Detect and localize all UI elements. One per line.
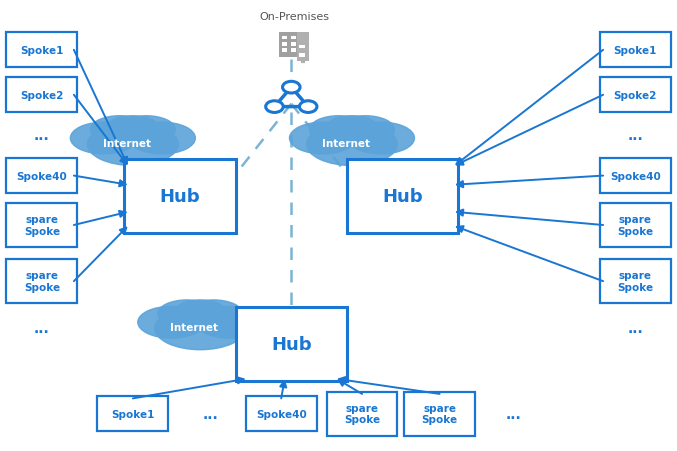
FancyBboxPatch shape [97, 396, 169, 431]
Text: spare
Spoke: spare Spoke [617, 271, 653, 292]
Ellipse shape [70, 123, 137, 155]
Text: Spoke2: Spoke2 [20, 91, 64, 101]
Text: Spoke40: Spoke40 [610, 171, 661, 181]
FancyBboxPatch shape [7, 203, 77, 248]
FancyBboxPatch shape [299, 54, 305, 57]
Text: spare
Spoke: spare Spoke [24, 271, 60, 292]
Ellipse shape [196, 307, 263, 338]
FancyBboxPatch shape [7, 260, 77, 304]
Text: Spoke40: Spoke40 [256, 409, 307, 419]
FancyBboxPatch shape [282, 37, 287, 41]
FancyBboxPatch shape [327, 392, 397, 436]
Text: spare
Spoke: spare Spoke [344, 403, 380, 424]
Ellipse shape [87, 124, 178, 166]
FancyBboxPatch shape [125, 159, 236, 233]
Ellipse shape [138, 307, 204, 338]
Text: Internet: Internet [103, 138, 151, 148]
Ellipse shape [108, 116, 158, 140]
Ellipse shape [129, 123, 196, 155]
FancyBboxPatch shape [299, 46, 305, 49]
FancyBboxPatch shape [297, 33, 309, 62]
Text: Hub: Hub [271, 335, 311, 353]
Text: ...: ... [506, 407, 522, 421]
Text: spare
Spoke: spare Spoke [422, 403, 458, 424]
Text: spare
Spoke: spare Spoke [617, 215, 653, 236]
FancyBboxPatch shape [246, 396, 317, 431]
Ellipse shape [155, 307, 246, 350]
Text: On-Premises: On-Premises [260, 12, 330, 22]
FancyBboxPatch shape [600, 78, 670, 113]
Ellipse shape [158, 300, 216, 328]
FancyBboxPatch shape [290, 49, 296, 53]
FancyBboxPatch shape [282, 43, 287, 46]
Text: Internet: Internet [322, 138, 370, 148]
Text: ...: ... [202, 407, 218, 421]
Text: Internet: Internet [170, 322, 218, 332]
FancyBboxPatch shape [290, 43, 296, 46]
FancyBboxPatch shape [600, 203, 670, 248]
Text: spare
Spoke: spare Spoke [24, 215, 60, 236]
Ellipse shape [185, 300, 243, 328]
FancyBboxPatch shape [7, 159, 77, 193]
Ellipse shape [175, 300, 225, 323]
Text: ...: ... [34, 322, 49, 336]
FancyBboxPatch shape [279, 33, 299, 57]
FancyBboxPatch shape [600, 260, 670, 304]
Text: ...: ... [34, 129, 49, 143]
Circle shape [299, 101, 317, 113]
Ellipse shape [309, 116, 368, 144]
Ellipse shape [91, 116, 149, 144]
Text: Hub: Hub [160, 187, 200, 205]
Ellipse shape [336, 116, 395, 144]
Text: Spoke1: Spoke1 [613, 46, 657, 55]
FancyBboxPatch shape [236, 307, 347, 381]
Text: Spoke40: Spoke40 [16, 171, 67, 181]
FancyBboxPatch shape [7, 33, 77, 68]
Ellipse shape [307, 124, 397, 166]
FancyBboxPatch shape [7, 78, 77, 113]
FancyBboxPatch shape [290, 37, 296, 41]
Text: Hub: Hub [383, 187, 423, 205]
Text: Spoke1: Spoke1 [20, 46, 64, 55]
Text: ...: ... [628, 129, 643, 143]
FancyBboxPatch shape [600, 159, 670, 193]
Circle shape [265, 101, 283, 113]
Ellipse shape [348, 123, 414, 155]
Text: Spoke1: Spoke1 [111, 409, 154, 419]
Text: ...: ... [628, 322, 643, 336]
Ellipse shape [117, 116, 175, 144]
Circle shape [282, 82, 300, 94]
Ellipse shape [290, 123, 356, 155]
FancyBboxPatch shape [347, 159, 458, 233]
Text: Spoke2: Spoke2 [613, 91, 657, 101]
Ellipse shape [326, 116, 378, 140]
FancyBboxPatch shape [282, 49, 287, 53]
FancyBboxPatch shape [404, 392, 475, 436]
FancyBboxPatch shape [600, 33, 670, 68]
